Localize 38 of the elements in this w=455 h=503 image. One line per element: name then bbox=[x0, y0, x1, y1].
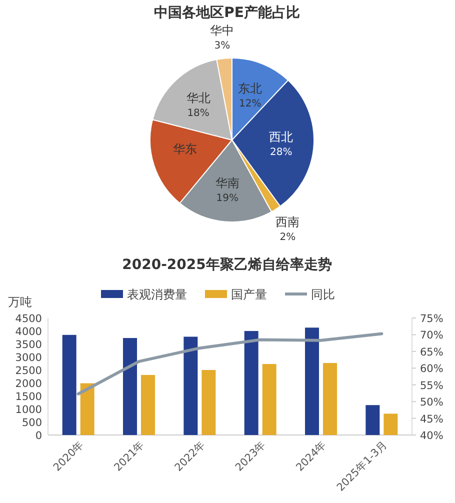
data-label: 2% bbox=[280, 232, 296, 243]
legend-label: 国产量 bbox=[231, 288, 267, 302]
y-tick-label: 3500 bbox=[15, 339, 42, 351]
chart-title: 中国各地区PE产能占比 bbox=[154, 4, 300, 21]
y-tick-label: 2500 bbox=[15, 365, 42, 377]
slice-label: 东北 bbox=[238, 81, 262, 96]
y-tick-label: 0 bbox=[35, 430, 42, 442]
y-tick-label: 1500 bbox=[15, 391, 42, 403]
legend-label: 表观消费量 bbox=[127, 288, 187, 302]
legend-label: 同比 bbox=[311, 288, 335, 302]
slice-label: 华中 bbox=[210, 23, 234, 38]
y2-tick-label: 45% bbox=[420, 413, 444, 426]
y2-tick-label: 75% bbox=[420, 313, 444, 325]
y2-tick-label: 50% bbox=[420, 396, 444, 409]
y-tick-label: 2000 bbox=[15, 378, 42, 390]
slice-label: 华南 bbox=[215, 176, 240, 190]
y-tick-label: 1000 bbox=[15, 404, 42, 416]
slice-label: 华北 bbox=[186, 91, 210, 106]
y-axis-title: 万吨 bbox=[8, 295, 32, 309]
y2-tick-label: 65% bbox=[420, 346, 444, 358]
y2-tick-label: 70% bbox=[420, 330, 444, 342]
y-tick-label: 3000 bbox=[15, 352, 42, 364]
y-tick-label: 4500 bbox=[15, 313, 42, 325]
y-tick-label: 4000 bbox=[15, 326, 42, 338]
slice-label: 西北 bbox=[269, 130, 294, 144]
slice-label: 华东 bbox=[173, 142, 198, 156]
data-label: 12% bbox=[238, 98, 262, 110]
data-label: 19% bbox=[216, 192, 238, 204]
y2-tick-label: 40% bbox=[420, 430, 444, 442]
data-label: 3% bbox=[214, 40, 230, 52]
data-label: 28% bbox=[270, 147, 292, 158]
chart-title: 2020-2025年聚乙烯自给率走势 bbox=[122, 256, 332, 273]
data-label: 18% bbox=[187, 108, 210, 120]
slice-label: 西南 bbox=[276, 214, 300, 229]
y2-tick-label: 60% bbox=[420, 363, 444, 376]
y2-tick-label: 55% bbox=[420, 380, 444, 392]
y-tick-label: 500 bbox=[22, 417, 42, 429]
line-series bbox=[76, 332, 384, 396]
